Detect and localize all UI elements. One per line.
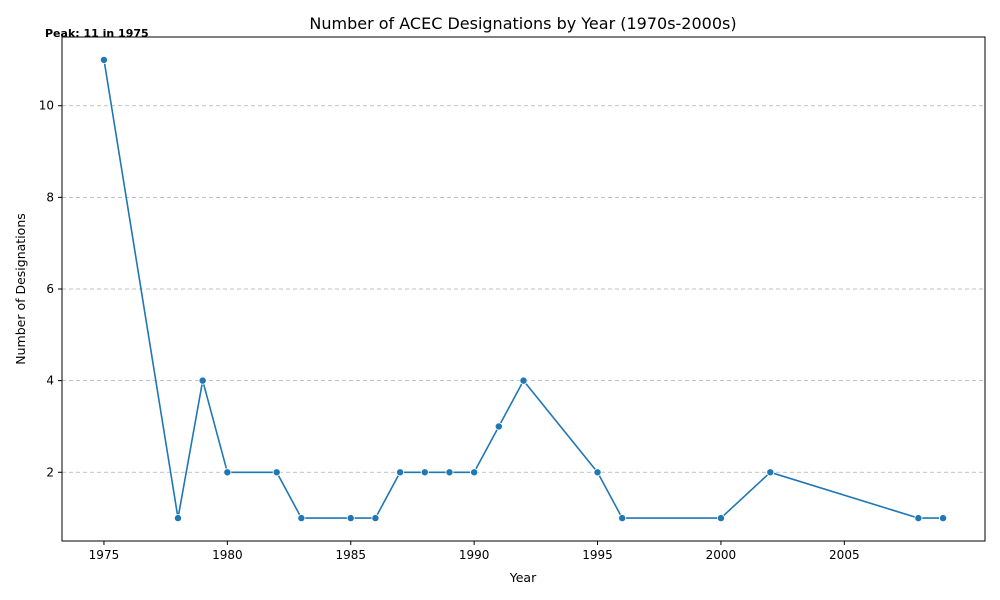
data-point (618, 514, 627, 523)
data-point (914, 514, 923, 523)
data-point (939, 514, 948, 523)
series-group (99, 55, 948, 523)
x-tick-label: 2000 (706, 548, 737, 562)
y-tick-label: 10 (39, 99, 54, 113)
data-point (396, 468, 405, 477)
data-point (766, 468, 775, 477)
y-tick-label: 6 (46, 282, 54, 296)
data-point (297, 514, 306, 523)
x-tick-label: 1995 (582, 548, 613, 562)
x-tick-label: 1975 (89, 548, 120, 562)
data-point (519, 376, 528, 385)
x-tick-label: 1985 (335, 548, 366, 562)
y-axis-ticks: 2 4 6 8 10 (39, 99, 62, 479)
data-point (716, 514, 725, 523)
x-tick-label: 2005 (829, 548, 860, 562)
x-tick-label: 1990 (459, 548, 490, 562)
x-axis-ticks: 1975 1980 1985 1990 1995 2000 2005 (89, 541, 860, 562)
y-tick-label: 2 (46, 465, 54, 479)
data-point (420, 468, 429, 477)
grid-lines (62, 105, 985, 473)
data-point (494, 422, 503, 431)
series-line (103, 59, 943, 519)
data-point (99, 55, 108, 64)
data-point (223, 468, 232, 477)
data-point (445, 468, 454, 477)
x-tick-label: 1980 (212, 548, 243, 562)
y-axis-label: Number of Designations (13, 213, 28, 364)
x-axis-label: Year (509, 570, 537, 585)
data-point (346, 514, 355, 523)
data-point (198, 376, 207, 385)
data-point (173, 514, 182, 523)
peak-annotation: Peak: 11 in 1975 (45, 27, 149, 40)
data-point (470, 468, 479, 477)
data-point (371, 514, 380, 523)
chart-title: Number of ACEC Designations by Year (197… (309, 14, 736, 33)
y-tick-label: 8 (46, 190, 54, 204)
data-point (593, 468, 602, 477)
data-point (272, 468, 281, 477)
y-tick-label: 4 (46, 374, 54, 388)
